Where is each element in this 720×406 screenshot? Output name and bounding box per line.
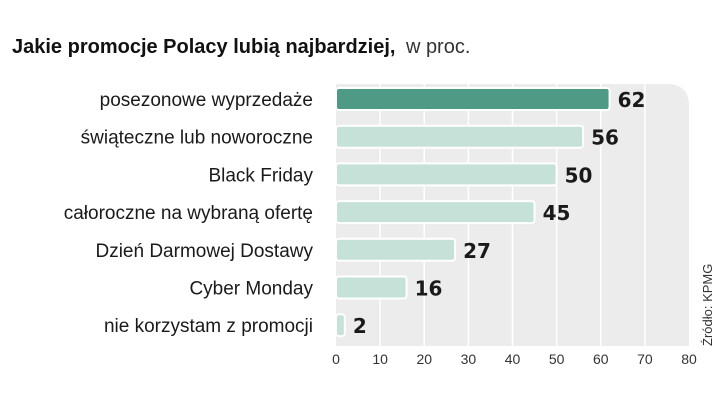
x-tick-10: 10 bbox=[372, 351, 388, 367]
x-tick-0: 0 bbox=[332, 351, 340, 367]
value-label-1: 62 bbox=[618, 88, 646, 112]
category-labels: posezonowe wyprzedaże świąteczne lub nowo… bbox=[64, 90, 314, 337]
category-label-7: nie korzystam z promocji bbox=[104, 316, 313, 337]
x-tick-40: 40 bbox=[505, 351, 521, 367]
chart-title-main: Jakie promocje Polacy lubią najbardziej, bbox=[12, 36, 395, 58]
source-label: Źródło: KPMG bbox=[700, 264, 715, 346]
x-tick-30: 30 bbox=[461, 351, 477, 367]
chart-title: Jakie promocje Polacy lubią najbardziej,… bbox=[12, 36, 470, 58]
bar-4 bbox=[335, 200, 536, 225]
category-label-3: Black Friday bbox=[208, 165, 313, 186]
value-label-4: 45 bbox=[543, 201, 571, 225]
x-tick-50: 50 bbox=[549, 351, 565, 367]
x-tick-20: 20 bbox=[416, 351, 432, 367]
bars bbox=[335, 87, 611, 338]
category-label-6: Cyber Monday bbox=[189, 279, 313, 300]
bar-6 bbox=[335, 275, 408, 300]
value-label-6: 16 bbox=[415, 277, 443, 301]
bar-3 bbox=[335, 162, 558, 187]
x-axis-ticks: 0 10 20 30 40 50 60 70 80 bbox=[332, 351, 697, 367]
category-label-4: całoroczne na wybraną ofertę bbox=[64, 203, 313, 224]
x-tick-60: 60 bbox=[593, 351, 609, 367]
x-tick-80: 80 bbox=[681, 351, 697, 367]
category-label-5: Dzień Darmowej Dostawy bbox=[95, 241, 313, 262]
category-label-2: świąteczne lub noworoczne bbox=[81, 128, 313, 149]
bar-2 bbox=[335, 124, 585, 149]
value-label-2: 56 bbox=[591, 126, 619, 150]
chart-title-unit: w proc. bbox=[405, 36, 470, 58]
category-label-1: posezonowe wyprzedaże bbox=[100, 90, 313, 111]
bar-1 bbox=[335, 87, 611, 111]
bar-5 bbox=[335, 237, 457, 262]
value-labels: 62 56 50 45 27 16 2 bbox=[353, 88, 646, 338]
value-label-7: 2 bbox=[353, 314, 367, 338]
x-tick-70: 70 bbox=[637, 351, 653, 367]
value-label-3: 50 bbox=[565, 163, 593, 187]
value-label-5: 27 bbox=[463, 239, 491, 263]
bar-7 bbox=[335, 313, 346, 338]
